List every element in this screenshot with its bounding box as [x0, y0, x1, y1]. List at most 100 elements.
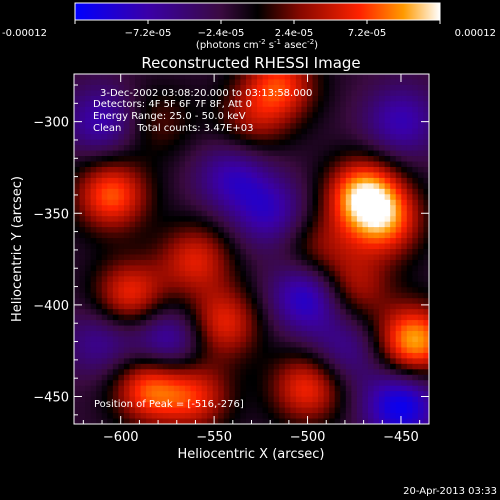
heatmap-cell: [123, 347, 131, 354]
heatmap-cell: [423, 194, 429, 201]
heatmap-cell: [101, 341, 108, 349]
heatmap-cell: [251, 74, 258, 81]
heatmap-cell: [212, 265, 219, 272]
heatmap-cell: [284, 303, 291, 310]
heatmap-cell: [212, 199, 219, 206]
heatmap-cell: [356, 101, 364, 108]
heatmap-cell: [279, 90, 286, 97]
heatmap-cell: [118, 374, 125, 381]
heatmap-cell: [306, 413, 314, 420]
heatmap-cell: [223, 166, 230, 174]
heatmap-cell: [334, 139, 341, 146]
heatmap-cell: [196, 128, 203, 135]
heatmap-cell: [107, 363, 114, 370]
heatmap-cell: [112, 156, 119, 163]
heatmap-cell: [351, 112, 358, 119]
heatmap-cell: [207, 79, 214, 86]
heatmap-cell: [417, 150, 425, 157]
heatmap-cell: [367, 161, 375, 168]
heatmap-cell: [140, 391, 147, 398]
heatmap-cell: [157, 90, 164, 97]
heatmap-cell: [334, 150, 341, 157]
heatmap-cell: [245, 188, 253, 195]
heatmap-cell: [201, 298, 208, 305]
heatmap-cell: [157, 112, 164, 119]
heatmap-cell: [157, 254, 164, 261]
heatmap-cell: [157, 216, 164, 223]
heatmap-cell: [223, 380, 230, 387]
heatmap-cell: [162, 183, 169, 190]
heatmap-cell: [162, 407, 169, 414]
heatmap-cell: [184, 243, 192, 250]
heatmap-cell: [329, 90, 336, 97]
heatmap-cell: [107, 292, 114, 299]
heatmap-cell: [112, 238, 119, 245]
heatmap-cell: [356, 128, 364, 135]
heatmap-cell: [229, 139, 236, 146]
heatmap-cell: [112, 249, 119, 256]
heatmap-cell: [140, 352, 147, 359]
heatmap-cell: [257, 134, 264, 141]
heatmap-cell: [301, 238, 308, 245]
heatmap-cell: [96, 216, 103, 223]
heatmap-cell: [123, 84, 131, 92]
heatmap-cell: [112, 79, 119, 86]
heatmap-cell: [129, 309, 136, 316]
heatmap-cell: [184, 79, 192, 86]
heatmap-cell: [118, 150, 125, 157]
heatmap-cell: [168, 243, 175, 250]
heatmap-cell: [85, 172, 92, 179]
heatmap-cell: [90, 177, 97, 184]
heatmap-cell: [251, 128, 258, 135]
heatmap-cell: [329, 194, 336, 201]
heatmap-cell: [212, 117, 219, 124]
heatmap-cell: [279, 303, 286, 310]
heatmap-cell: [223, 188, 230, 195]
heatmap-cell: [390, 150, 397, 157]
heatmap-cell: [157, 249, 164, 256]
heatmap-cell: [284, 177, 291, 184]
heatmap-cell: [379, 358, 386, 365]
heatmap-cell: [412, 396, 419, 403]
heatmap-cell: [334, 238, 341, 245]
heatmap-cell: [85, 134, 92, 141]
heatmap-cell: [401, 183, 408, 190]
heatmap-cell: [412, 199, 419, 206]
annotation-clean-counts: Clean Total counts: 3.47E+03: [93, 123, 253, 134]
x-axis-tick-labels: −600 −550 −500 −450: [103, 430, 419, 445]
heatmap-cell: [229, 90, 236, 97]
heatmap-cell: [251, 210, 258, 217]
heatmap-cell: [284, 380, 291, 387]
heatmap-cell: [223, 210, 230, 217]
heatmap-cell: [196, 298, 203, 305]
heatmap-cell: [196, 380, 203, 387]
heatmap-cell: [101, 303, 108, 310]
heatmap-cell: [273, 150, 280, 157]
heatmap-cell: [146, 188, 153, 195]
heatmap-cell: [223, 172, 230, 179]
heatmap-cell: [168, 84, 175, 92]
heatmap-cell: [412, 287, 419, 294]
heatmap-cell: [135, 303, 142, 310]
heatmap-cell: [96, 292, 103, 299]
heatmap-cell: [173, 139, 180, 146]
heatmap-cell: [379, 128, 386, 135]
heatmap-cell: [212, 391, 219, 398]
heatmap-cell: [395, 402, 402, 409]
heatmap-cell: [279, 156, 286, 163]
heatmap-cell: [262, 358, 269, 365]
heatmap-cell: [179, 336, 186, 343]
heatmap-cell: [74, 172, 81, 179]
heatmap-cell: [390, 156, 397, 163]
heatmap-cell: [79, 90, 86, 97]
heatmap-cell: [96, 270, 103, 277]
heatmap-cell: [290, 352, 297, 359]
heatmap-cell: [390, 166, 397, 174]
heatmap-cell: [96, 249, 103, 256]
heatmap-cell: [318, 161, 325, 168]
heatmap-cell: [151, 177, 158, 184]
heatmap-cell: [290, 276, 297, 283]
heatmap-cell: [373, 391, 380, 398]
heatmap-cell: [229, 385, 236, 392]
heatmap-cell: [184, 380, 192, 387]
